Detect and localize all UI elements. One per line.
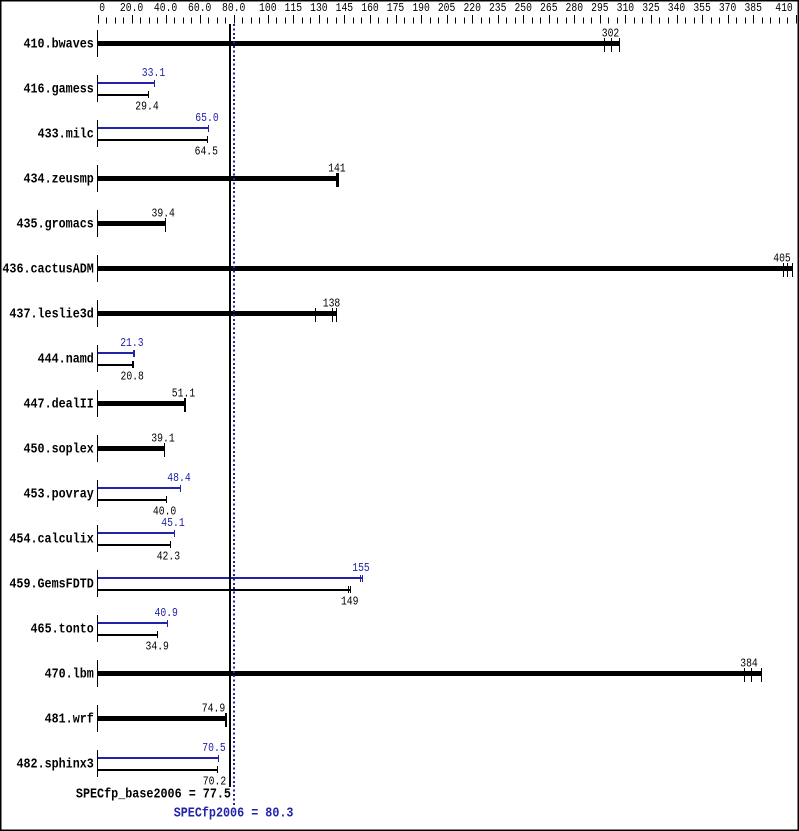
svg-text:48.4: 48.4 bbox=[167, 471, 190, 485]
svg-text:444.namd: 444.namd bbox=[38, 353, 94, 368]
svg-text:355: 355 bbox=[693, 1, 711, 15]
svg-text:39.4: 39.4 bbox=[152, 206, 175, 220]
svg-text:436.cactusADM: 436.cactusADM bbox=[2, 263, 93, 278]
svg-text:340: 340 bbox=[668, 1, 686, 15]
svg-text:51.1: 51.1 bbox=[172, 386, 195, 400]
svg-text:0: 0 bbox=[99, 1, 105, 15]
svg-text:450.soplex: 450.soplex bbox=[24, 443, 94, 458]
svg-text:434.zeusmp: 434.zeusmp bbox=[24, 173, 94, 188]
svg-text:447.dealII: 447.dealII bbox=[24, 398, 94, 413]
svg-text:410: 410 bbox=[775, 1, 793, 15]
svg-text:416.gamess: 416.gamess bbox=[24, 83, 94, 98]
svg-text:220: 220 bbox=[463, 1, 481, 15]
svg-text:39.1: 39.1 bbox=[151, 431, 174, 445]
svg-text:SPECfp2006 = 80.3: SPECfp2006 = 80.3 bbox=[174, 807, 294, 822]
svg-text:302: 302 bbox=[602, 26, 620, 40]
svg-text:482.sphinx3: 482.sphinx3 bbox=[17, 758, 94, 773]
svg-text:141: 141 bbox=[328, 161, 346, 175]
svg-text:235: 235 bbox=[489, 1, 507, 15]
svg-text:33.1: 33.1 bbox=[142, 66, 165, 80]
svg-text:384: 384 bbox=[740, 656, 758, 670]
svg-text:205: 205 bbox=[438, 1, 456, 15]
svg-text:265: 265 bbox=[540, 1, 558, 15]
svg-text:45.1: 45.1 bbox=[161, 516, 184, 530]
svg-text:410.bwaves: 410.bwaves bbox=[24, 38, 94, 53]
svg-text:385: 385 bbox=[744, 1, 762, 15]
svg-text:437.leslie3d: 437.leslie3d bbox=[9, 308, 93, 323]
svg-text:405: 405 bbox=[773, 251, 791, 265]
svg-text:149: 149 bbox=[341, 594, 359, 608]
svg-text:175: 175 bbox=[387, 1, 405, 15]
svg-text:20.0: 20.0 bbox=[120, 1, 143, 15]
svg-text:100: 100 bbox=[259, 1, 277, 15]
svg-text:470.lbm: 470.lbm bbox=[45, 668, 94, 683]
svg-text:40.0: 40.0 bbox=[154, 1, 177, 15]
svg-text:64.5: 64.5 bbox=[195, 144, 218, 158]
svg-text:80.0: 80.0 bbox=[222, 1, 245, 15]
svg-text:465.tonto: 465.tonto bbox=[31, 623, 94, 638]
svg-text:21.3: 21.3 bbox=[120, 336, 143, 350]
svg-text:65.0: 65.0 bbox=[195, 111, 218, 125]
svg-text:435.gromacs: 435.gromacs bbox=[17, 218, 94, 233]
svg-text:130: 130 bbox=[310, 1, 328, 15]
svg-text:29.4: 29.4 bbox=[135, 99, 158, 113]
svg-text:40.0: 40.0 bbox=[153, 504, 176, 518]
svg-text:138: 138 bbox=[323, 296, 341, 310]
svg-text:160: 160 bbox=[361, 1, 379, 15]
svg-text:40.9: 40.9 bbox=[155, 606, 178, 620]
svg-text:34.9: 34.9 bbox=[146, 639, 169, 653]
svg-text:453.povray: 453.povray bbox=[24, 488, 94, 503]
svg-text:295: 295 bbox=[591, 1, 609, 15]
svg-text:325: 325 bbox=[642, 1, 660, 15]
svg-text:370: 370 bbox=[719, 1, 737, 15]
svg-text:481.wrf: 481.wrf bbox=[45, 713, 94, 728]
svg-text:454.calculix: 454.calculix bbox=[9, 533, 93, 548]
svg-text:70.5: 70.5 bbox=[202, 741, 225, 755]
svg-text:145: 145 bbox=[336, 1, 354, 15]
svg-text:250: 250 bbox=[514, 1, 532, 15]
svg-text:433.milc: 433.milc bbox=[38, 128, 94, 143]
svg-text:190: 190 bbox=[412, 1, 430, 15]
svg-text:115: 115 bbox=[285, 1, 303, 15]
svg-text:20.8: 20.8 bbox=[121, 369, 144, 383]
svg-text:42.3: 42.3 bbox=[157, 549, 180, 563]
svg-text:155: 155 bbox=[352, 561, 370, 575]
svg-text:70.2: 70.2 bbox=[203, 774, 226, 788]
svg-text:74.9: 74.9 bbox=[202, 701, 225, 715]
svg-text:SPECfp_base2006 = 77.5: SPECfp_base2006 = 77.5 bbox=[76, 788, 231, 803]
svg-text:60.0: 60.0 bbox=[188, 1, 211, 15]
svg-text:280: 280 bbox=[566, 1, 584, 15]
svg-text:310: 310 bbox=[617, 1, 635, 15]
svg-text:459.GemsFDTD: 459.GemsFDTD bbox=[9, 578, 93, 593]
